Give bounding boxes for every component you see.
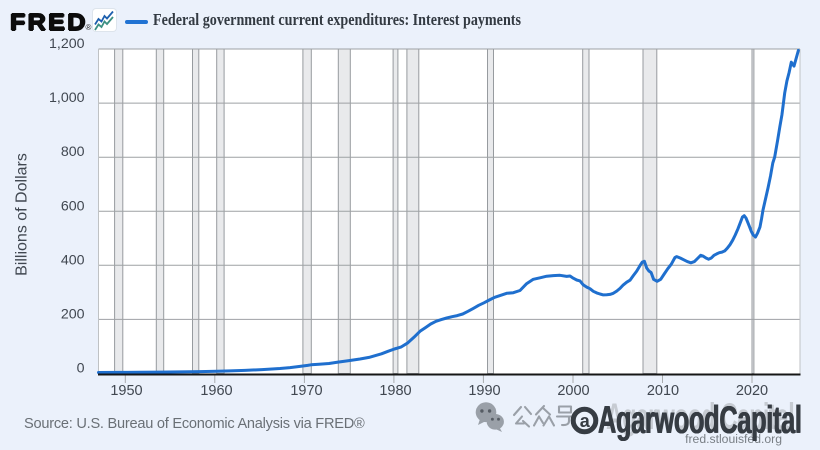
svg-text:1,000: 1,000 (49, 90, 85, 106)
svg-text:1950: 1950 (110, 383, 142, 399)
svg-text:1960: 1960 (200, 383, 232, 399)
svg-text:1970: 1970 (290, 383, 322, 399)
svg-text:2020: 2020 (736, 383, 768, 399)
svg-text:400: 400 (61, 252, 85, 268)
svg-text:200: 200 (61, 306, 85, 322)
svg-text:1980: 1980 (379, 383, 411, 399)
svg-text:1990: 1990 (468, 383, 500, 399)
svg-text:2010: 2010 (647, 383, 679, 399)
svg-text:2000: 2000 (557, 383, 589, 399)
svg-text:600: 600 (61, 198, 85, 214)
svg-text:a: a (580, 411, 591, 431)
svg-text:1,200: 1,200 (49, 36, 85, 52)
svg-text:0: 0 (77, 361, 85, 377)
svg-text:800: 800 (61, 144, 85, 160)
